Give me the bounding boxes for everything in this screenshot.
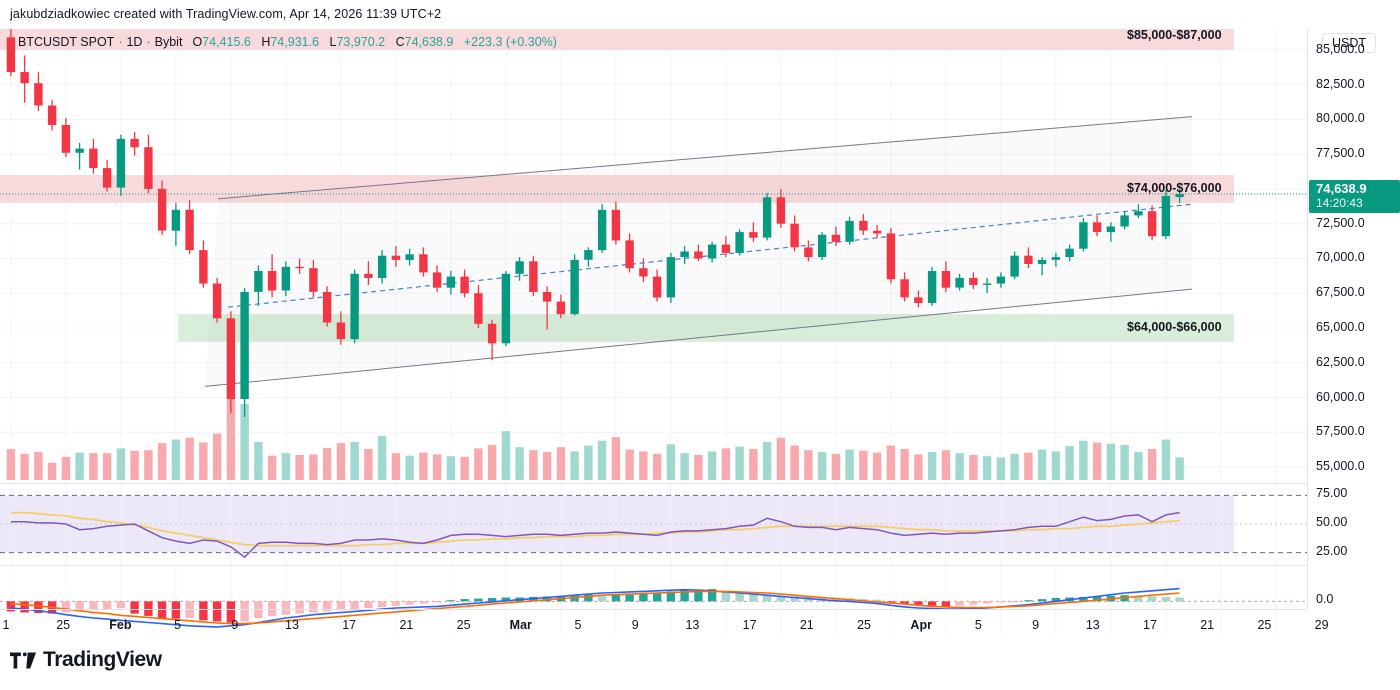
zone-label-resistance-mid: $74,000-$76,000 (1127, 180, 1222, 195)
time-tick-25: 25 (857, 618, 871, 632)
exchange-label[interactable]: Bybit (154, 35, 183, 49)
price-tick-80000: 80,000.0 (1316, 111, 1365, 126)
macd-chart-svg[interactable] (0, 566, 1307, 634)
time-tick-17: 17 (1143, 618, 1157, 632)
low-label: L (329, 35, 337, 49)
tradingview-logo-icon (10, 652, 36, 668)
current-price-tag: 74,638.9 14:20:43 (1309, 179, 1400, 213)
open-value: 74,415.6 (202, 35, 251, 49)
price-axis[interactable]: USDT 85,000.082,500.080,000.077,500.075,… (1307, 29, 1400, 609)
price-tick-55000: 55,000.0 (1316, 459, 1365, 474)
price-chart-svg[interactable] (0, 29, 1307, 481)
rsi-tick-25: 25.00 (1316, 543, 1348, 558)
time-tick-5: 5 (974, 618, 982, 632)
chart-frame[interactable] (0, 29, 1307, 634)
zone-label-support: $64,000-$66,000 (1127, 320, 1222, 334)
time-tick-21: 21 (1200, 618, 1215, 632)
price-tick-65000: 65,000.0 (1316, 320, 1365, 334)
change-value: +223.3 (+0.30%) (463, 35, 557, 49)
low-value: 73,970.2 (336, 35, 386, 49)
high-value: 74,931.6 (270, 35, 320, 49)
time-tick-17: 17 (342, 618, 357, 632)
time-tick-21: 21 (799, 618, 814, 632)
close-value: 74,638.9 (404, 35, 454, 49)
price-tick-62500: 62,500.0 (1316, 354, 1365, 369)
time-tick-1: 1 (2, 618, 10, 632)
zone-label-resistance-upper: $85,000-$87,000 (1127, 27, 1222, 42)
time-tick-9: 9 (631, 618, 639, 632)
macd-tick-zero: 0.0 (1316, 592, 1334, 607)
time-tick-25: 25 (456, 618, 471, 632)
symbol-legend[interactable]: BTCUSDT SPOT · 1D · Bybit O74,415.6 H74,… (10, 31, 572, 53)
price-tick-67500: 67,500.0 (1316, 285, 1365, 300)
tradingview-footer: TradingView (10, 648, 162, 672)
price-tick-77500: 77,500.0 (1316, 146, 1365, 161)
price-pane[interactable] (0, 29, 1307, 481)
time-tick-17: 17 (742, 618, 757, 632)
rsi-pane[interactable] (0, 483, 1307, 564)
interval-label[interactable]: 1D (126, 35, 143, 49)
time-tick-9: 9 (231, 618, 239, 632)
macd-pane[interactable] (0, 565, 1307, 634)
time-tick-21: 21 (399, 618, 414, 632)
price-tick-85000: 85,000.0 (1316, 41, 1365, 56)
time-tick-25: 25 (56, 618, 71, 632)
time-tick-13: 13 (1085, 618, 1100, 632)
time-tick-5: 5 (574, 618, 582, 632)
time-tick-25: 25 (1257, 618, 1272, 632)
price-tick-72500: 72,500.0 (1316, 215, 1365, 230)
current-price-time: 14:20:43 (1316, 195, 1363, 210)
open-label: O (192, 35, 203, 49)
time-tick-mar: Mar (509, 618, 532, 632)
attribution-text: jakubdziadkowiec created with TradingVie… (10, 7, 442, 21)
rsi-tick-75: 75.00 (1316, 486, 1348, 501)
price-tick-82500: 82,500.0 (1316, 76, 1365, 91)
legend-separator-1: · (118, 35, 123, 49)
price-tick-70000: 70,000.0 (1316, 250, 1365, 265)
time-tick-13: 13 (285, 618, 299, 632)
time-tick-9: 9 (1032, 618, 1040, 632)
time-tick-13: 13 (685, 618, 700, 632)
tradingview-wordmark: TradingView (43, 648, 162, 671)
price-tick-57500: 57,500.0 (1316, 424, 1365, 439)
close-label: C (395, 35, 405, 49)
rsi-chart-svg[interactable] (0, 484, 1307, 564)
time-axis[interactable]: 1 25 Feb 5 9 13 17 21 25 Mar 5 9 13 17 21 25 Apr 5 9 13 17 21… (0, 609, 1329, 639)
time-tick-apr: Apr (910, 618, 932, 632)
rsi-tick-50: 50.00 (1316, 515, 1348, 529)
legend-separator-2: · (146, 35, 151, 49)
time-tick-feb: Feb (109, 618, 132, 632)
current-price-value: 74,638.9 (1316, 180, 1367, 196)
symbol-name[interactable]: BTCUSDT SPOT (18, 35, 115, 49)
ohlc-values: O74,415.6 H74,931.6 L73,970.2 C74,638.9 … (192, 35, 564, 49)
currency-chip: USDT (1322, 33, 1377, 53)
time-tick-5: 5 (174, 618, 182, 632)
high-label: H (261, 35, 271, 49)
price-tick-60000: 60,000.0 (1316, 389, 1365, 404)
time-tick-29: 29 (1314, 618, 1329, 632)
